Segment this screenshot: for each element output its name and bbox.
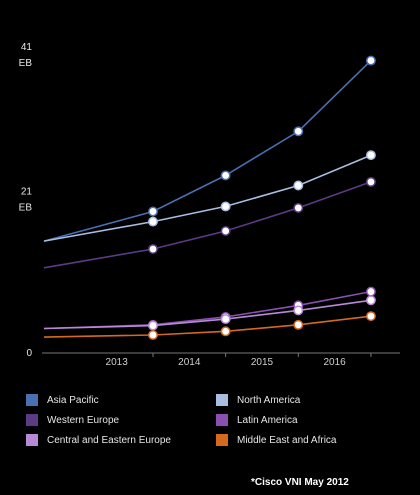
y-tick-label: 41 (21, 42, 33, 53)
series-point (148, 206, 158, 217)
legend-item: Middle East and Africa (216, 433, 337, 447)
series-point (293, 126, 304, 137)
series-point (220, 326, 231, 337)
series-point (365, 286, 376, 297)
legend-label: Latin America (237, 414, 298, 426)
legend-item: Central and Eastern Europe (26, 433, 171, 447)
source-note: *Cisco VNI May 2012 (251, 477, 349, 488)
series-point (293, 305, 304, 316)
legend-swatch (26, 394, 38, 406)
legend-item: Latin America (216, 413, 298, 427)
series-point (148, 244, 158, 254)
legend-swatch (26, 414, 38, 426)
x-tick-label: 2016 (323, 357, 346, 368)
series-point (220, 314, 231, 325)
legend-swatch (26, 434, 38, 446)
series-point (365, 311, 376, 322)
series-point (220, 226, 231, 236)
x-tick-label: 2015 (251, 357, 274, 368)
series-line (43, 60, 372, 242)
legend-label: Western Europe (47, 414, 120, 426)
y-tick-unit: EB (19, 58, 33, 69)
y-tick-label: 21 (21, 186, 33, 197)
series-point (365, 176, 376, 187)
y-tick-label: 0 (26, 348, 32, 359)
series-line (43, 299, 372, 330)
legend-label: Central and Eastern Europe (47, 434, 171, 446)
series-line (43, 290, 372, 330)
legend-swatch (216, 414, 228, 426)
series-point (293, 319, 304, 330)
legend-item: Western Europe (26, 413, 119, 427)
chart-series (43, 55, 376, 340)
legend-item: North America (216, 393, 300, 407)
line-chart: 0 21 EB 41 EB 2013 2014 2015 2016 (19, 42, 400, 368)
series-point (365, 295, 376, 306)
series-point (293, 202, 304, 213)
y-tick-unit: EB (19, 202, 33, 213)
chart-axes: 0 21 EB 41 EB 2013 2014 2015 2016 (19, 42, 400, 368)
series-line (43, 181, 372, 269)
series-point (293, 180, 304, 191)
series-point (365, 55, 376, 66)
x-tick-label: 2014 (178, 357, 201, 368)
legend-swatch (216, 394, 228, 406)
series-point (365, 150, 376, 161)
series-point (148, 320, 158, 331)
series-point (220, 170, 231, 181)
series-point (148, 330, 158, 340)
legend-label: Middle East and Africa (237, 434, 337, 446)
legend-label: North America (237, 394, 301, 406)
series-point (148, 216, 158, 227)
series-point (220, 201, 231, 212)
legend-item: Asia Pacific (26, 393, 99, 407)
legend-label: Asia Pacific (47, 394, 99, 406)
legend-swatch (216, 434, 228, 446)
x-tick-label: 2013 (106, 357, 129, 368)
